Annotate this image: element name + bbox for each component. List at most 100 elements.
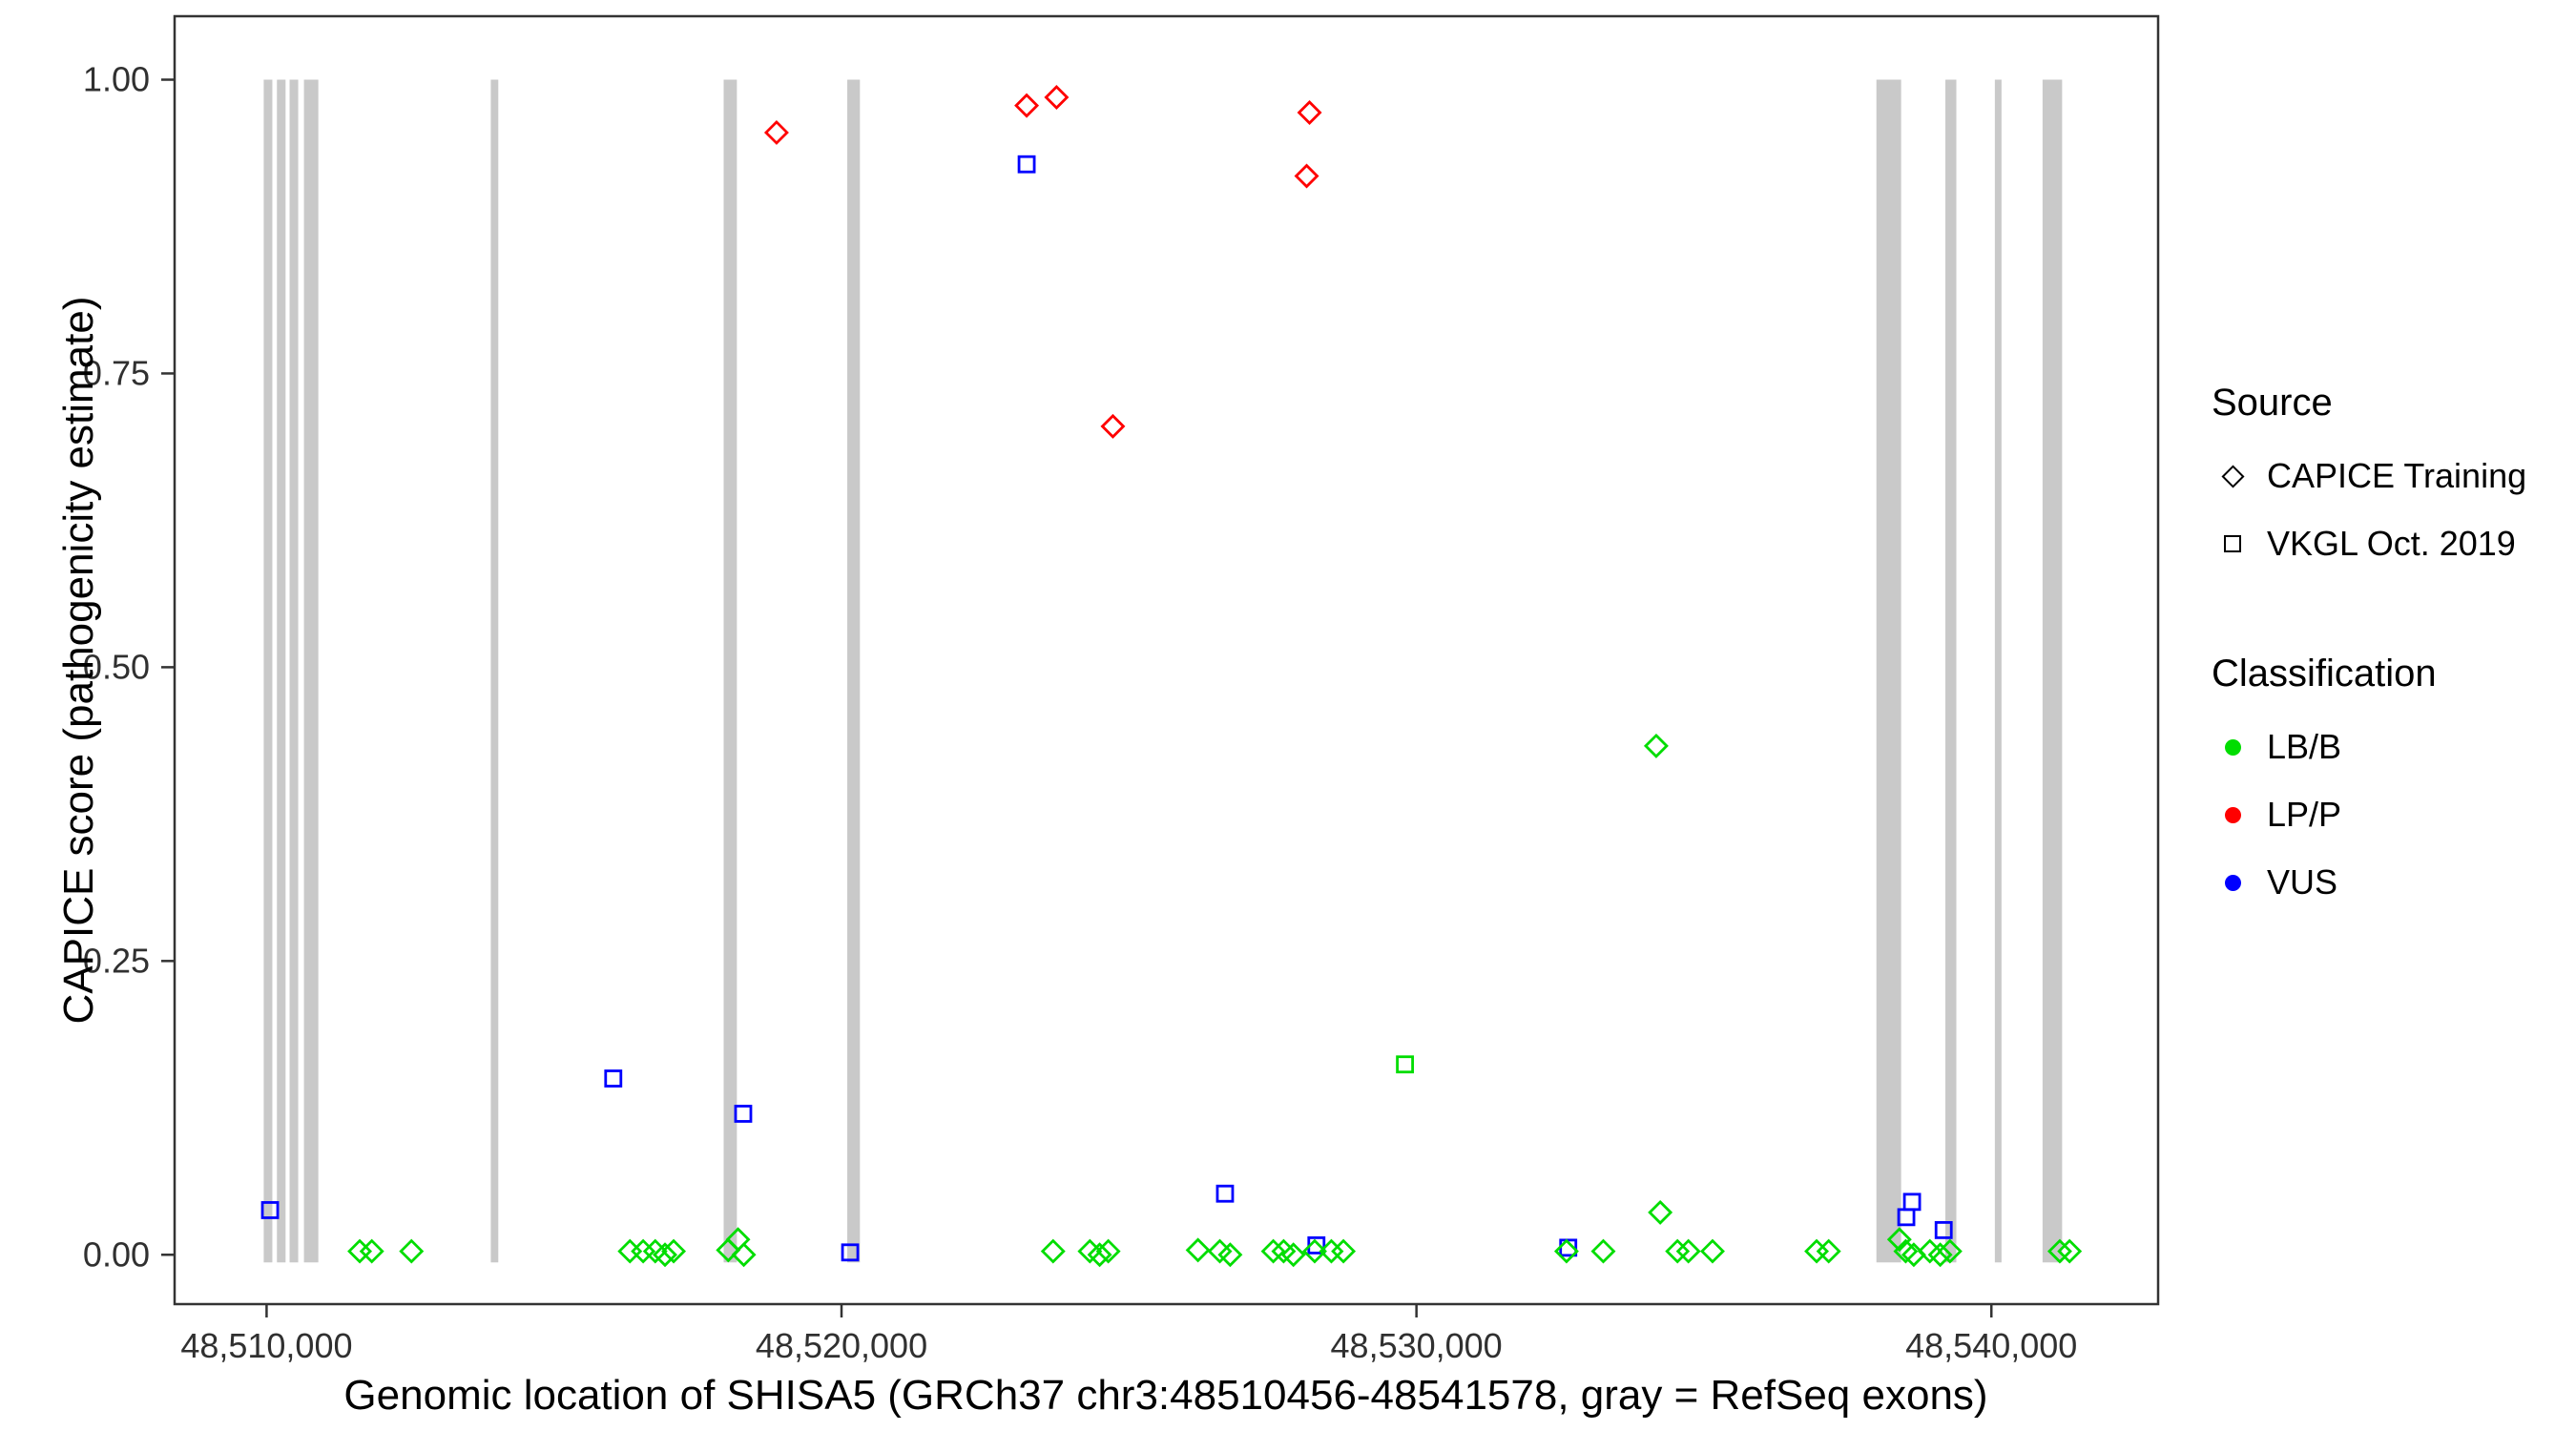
data-point-diamond — [1087, 1242, 1112, 1268]
legend-classification-title: Classification — [2212, 653, 2437, 695]
x-tick-label: 48,540,000 — [1905, 1326, 2077, 1365]
data-point-diamond — [1095, 1238, 1121, 1264]
data-point-diamond — [2046, 1238, 2072, 1264]
data-point-diamond — [731, 1242, 757, 1268]
exon-bar — [263, 79, 273, 1263]
green-dot-icon — [2224, 738, 2241, 756]
legend-classification-group: Classification LB/B LP/P VUS — [2212, 653, 2565, 907]
legend-item-label: VKGL Oct. 2019 — [2267, 524, 2516, 563]
data-point-diamond — [1643, 733, 1669, 758]
data-point-diamond — [1816, 1238, 1841, 1264]
data-point-diamond — [1185, 1237, 1211, 1263]
data-point-diamond — [1700, 1238, 1725, 1264]
data-point-diamond — [1014, 93, 1040, 118]
y-tick-label: 0.75 — [83, 353, 150, 392]
data-point-square — [1215, 1184, 1235, 1203]
legend-source-title: Source — [2212, 382, 2333, 424]
legend-item-label: LP/P — [2267, 795, 2342, 834]
x-tick-label: 48,520,000 — [756, 1326, 927, 1365]
data-point-square — [1902, 1192, 1922, 1212]
square-icon — [2224, 535, 2241, 552]
exon-bar — [1945, 79, 1957, 1263]
data-point-diamond — [631, 1238, 656, 1264]
data-point-diamond — [1331, 1238, 1357, 1264]
data-point-diamond — [1260, 1238, 1286, 1264]
data-point-diamond — [763, 119, 789, 145]
data-point-diamond — [1675, 1238, 1701, 1264]
data-point-square — [260, 1201, 280, 1219]
data-point-diamond — [1893, 1238, 1919, 1264]
x-axis-label: Genomic location of SHISA5 (GRCh37 chr3:… — [343, 1372, 1988, 1419]
data-point-square — [604, 1069, 623, 1088]
legend-item-vus: VUS — [2212, 858, 2565, 907]
data-point-diamond — [1044, 85, 1070, 110]
legend-item-label: CAPICE Training — [2267, 456, 2527, 495]
y-tick-label: 0.00 — [83, 1234, 150, 1274]
legend-item-vkgl: VKGL Oct. 2019 — [2212, 519, 2565, 569]
legend-source-group: Source CAPICE Training VKGL Oct. 2019 — [2212, 382, 2565, 569]
exon-bar — [289, 79, 299, 1263]
data-point-diamond — [1207, 1238, 1233, 1264]
data-point-diamond — [359, 1238, 384, 1264]
data-point-square — [1396, 1055, 1414, 1074]
data-point-square — [1017, 155, 1036, 174]
data-point-diamond — [1040, 1238, 1066, 1264]
diamond-icon — [2220, 464, 2245, 488]
exon-bar — [723, 79, 737, 1263]
exon-bar — [277, 79, 286, 1263]
legend-item-capice-training: CAPICE Training — [2212, 451, 2565, 501]
data-point-diamond — [1937, 1238, 1963, 1264]
glyph-cell — [2212, 874, 2254, 891]
data-point-diamond — [399, 1238, 425, 1264]
legend-item-label: LB/B — [2267, 727, 2342, 766]
data-point-diamond — [1301, 1238, 1327, 1264]
data-point-diamond — [347, 1238, 373, 1264]
exon-bar — [1994, 79, 2002, 1263]
legend-item-lpp: LP/P — [2212, 790, 2565, 840]
glyph-cell — [2212, 806, 2254, 823]
y-tick-label: 0.50 — [83, 647, 150, 686]
exon-bar — [303, 79, 319, 1263]
exon-bar — [490, 79, 499, 1263]
data-point-diamond — [617, 1238, 643, 1264]
y-tick-label: 0.25 — [83, 941, 150, 980]
legend-panel: Source CAPICE Training VKGL Oct. 2019 Cl… — [2212, 382, 2565, 991]
legend-item-label: VUS — [2267, 862, 2338, 902]
data-point-diamond — [661, 1238, 687, 1264]
data-point-diamond — [1319, 1238, 1344, 1264]
legend-item-lbb: LB/B — [2212, 722, 2565, 772]
x-tick-label: 48,530,000 — [1331, 1326, 1503, 1365]
exon-bar — [1876, 79, 1901, 1263]
data-point-diamond — [1297, 100, 1322, 125]
red-dot-icon — [2224, 806, 2241, 823]
data-point-diamond — [1217, 1242, 1243, 1268]
blue-dot-icon — [2224, 874, 2241, 891]
data-point-diamond — [1280, 1242, 1306, 1268]
data-point-diamond — [1927, 1242, 1953, 1268]
exon-bar — [847, 79, 861, 1263]
data-point-diamond — [1590, 1238, 1616, 1264]
glyph-cell — [2212, 535, 2254, 552]
data-point-diamond — [1648, 1199, 1673, 1225]
data-point-diamond — [1100, 413, 1126, 439]
data-point-diamond — [1665, 1238, 1691, 1264]
data-point-diamond — [2057, 1238, 2083, 1264]
data-point-diamond — [1294, 163, 1319, 189]
glyph-cell — [2212, 464, 2254, 488]
data-point-diamond — [1804, 1238, 1830, 1264]
data-point-diamond — [1886, 1227, 1912, 1253]
data-point-diamond — [653, 1242, 678, 1268]
x-tick-label: 48,510,000 — [180, 1326, 352, 1365]
panel-border — [173, 14, 2160, 1306]
glyph-cell — [2212, 738, 2254, 756]
data-point-square — [841, 1243, 860, 1262]
data-point-square — [734, 1105, 753, 1123]
data-point-square — [1897, 1208, 1916, 1227]
y-tick-label: 1.00 — [83, 60, 150, 99]
exon-bar — [2042, 79, 2063, 1263]
data-point-square — [1934, 1220, 1953, 1239]
y-axis-label: CAPICE score (pathogenicity estimate) — [55, 296, 102, 1025]
data-point-diamond — [1553, 1238, 1579, 1264]
